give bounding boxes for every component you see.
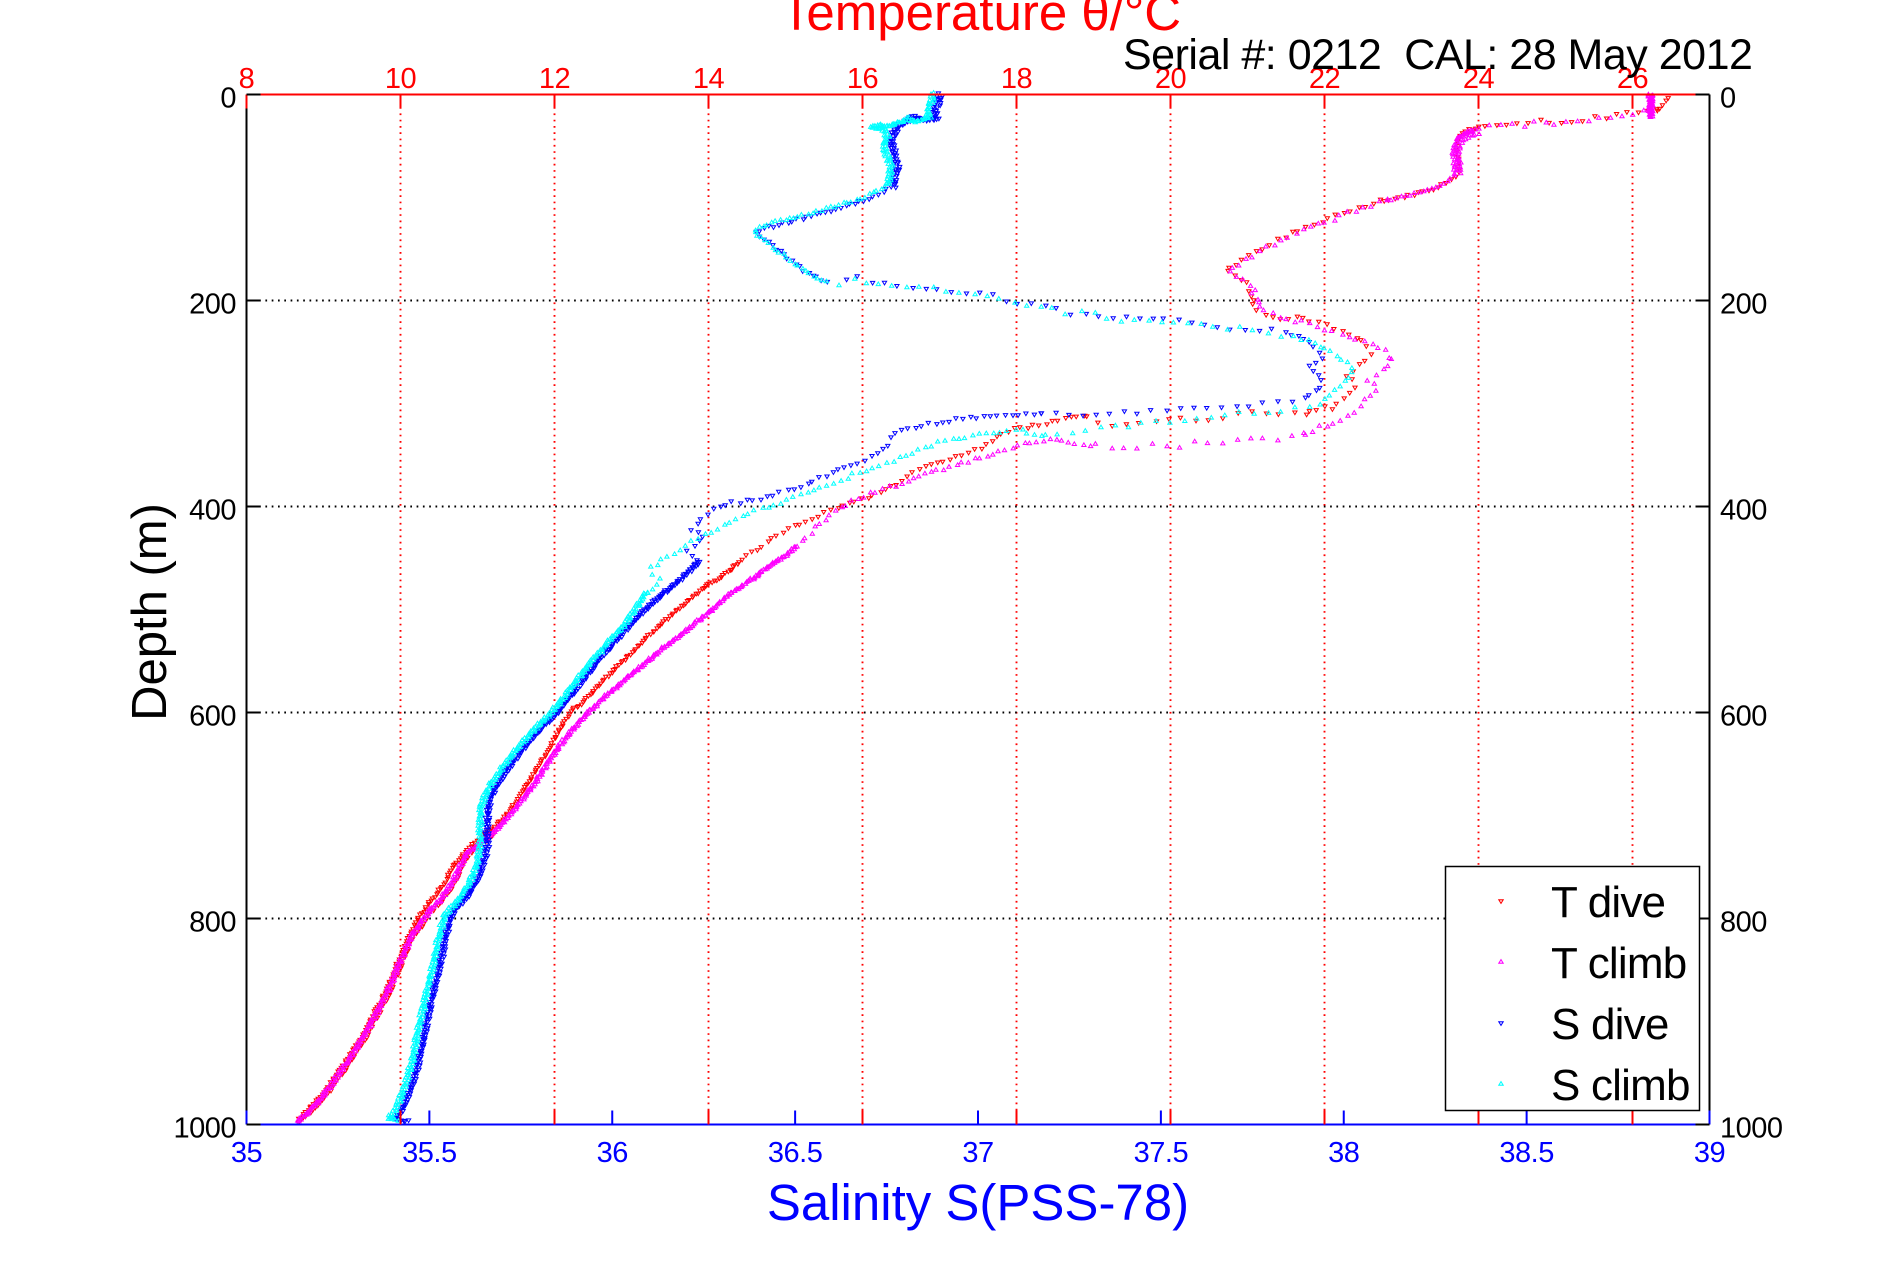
svg-text:36: 36: [597, 1137, 628, 1169]
svg-text:35.5: 35.5: [402, 1137, 456, 1169]
svg-text:T dive: T dive: [1551, 878, 1665, 927]
svg-text:200: 200: [189, 289, 236, 321]
svg-text:14: 14: [693, 63, 725, 95]
svg-text:20: 20: [1155, 63, 1186, 95]
svg-text:22: 22: [1309, 63, 1340, 95]
svg-text:8: 8: [239, 63, 255, 95]
svg-text:Salinity S(PSS-78): Salinity S(PSS-78): [767, 1174, 1189, 1231]
svg-text:36.5: 36.5: [768, 1137, 822, 1169]
svg-text:400: 400: [1720, 495, 1767, 527]
svg-text:1000: 1000: [1720, 1113, 1783, 1145]
svg-text:0: 0: [1720, 83, 1736, 115]
svg-text:24: 24: [1463, 63, 1495, 95]
svg-text:800: 800: [189, 907, 236, 939]
svg-text:800: 800: [1720, 907, 1767, 939]
svg-text:37: 37: [962, 1137, 993, 1169]
svg-text:35: 35: [231, 1137, 262, 1169]
svg-text:38.5: 38.5: [1499, 1137, 1553, 1169]
svg-text:600: 600: [1720, 701, 1767, 733]
svg-text:T climb: T climb: [1551, 939, 1686, 988]
svg-text:37.5: 37.5: [1134, 1137, 1188, 1169]
svg-text:Depth (m): Depth (m): [123, 503, 177, 721]
svg-text:600: 600: [189, 701, 236, 733]
svg-text:12: 12: [539, 63, 570, 95]
svg-text:S climb: S climb: [1551, 1061, 1690, 1110]
svg-text:0: 0: [220, 83, 236, 115]
svg-text:S dive: S dive: [1551, 1000, 1669, 1049]
svg-text:1000: 1000: [173, 1113, 236, 1145]
svg-text:18: 18: [1001, 63, 1032, 95]
svg-text:400: 400: [189, 495, 236, 527]
svg-text:39: 39: [1694, 1137, 1725, 1169]
svg-text:16: 16: [847, 63, 878, 95]
svg-text:Serial #: 0212 CAL: 28 May 20: Serial #: 0212 CAL: 28 May 2012: [1123, 31, 1752, 79]
svg-text:10: 10: [385, 63, 416, 95]
svg-text:26: 26: [1617, 63, 1648, 95]
svg-text:200: 200: [1720, 289, 1767, 321]
svg-text:Temperature θ/°C: Temperature θ/°C: [781, 0, 1181, 41]
svg-text:38: 38: [1328, 1137, 1359, 1169]
